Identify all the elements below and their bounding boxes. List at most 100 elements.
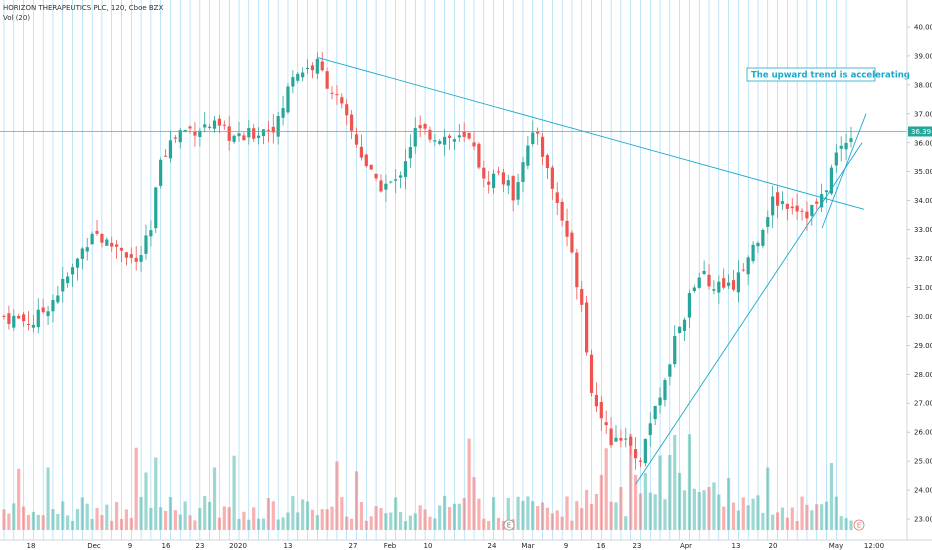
candle-body [658,397,662,406]
candle-body [560,201,564,221]
candle-body [536,131,540,134]
candle-body [614,437,618,442]
volume-bar [310,509,315,530]
candle-body [119,247,124,251]
volume-bar [482,518,486,530]
candle-body [85,247,89,252]
candle-body [408,147,412,159]
volume-bar [119,518,124,530]
volume-bar [687,434,692,530]
volume-bar [75,509,80,530]
candle-body [227,126,231,141]
volume-bar [438,505,442,530]
volume-bar [751,498,755,530]
volume-bar [550,513,554,530]
x-tick-label: 23 [633,542,642,550]
volume-bar [46,467,50,530]
volume-bar [712,482,716,530]
annotation[interactable]: The upward trend is accelerating [746,67,910,82]
earnings-marker[interactable]: E [503,519,515,531]
candle-body [247,128,251,138]
candle-body [824,190,829,193]
candle-body [741,269,745,271]
y-tick-label: 32.00 [914,255,932,263]
candle-body [286,86,290,113]
candle-body [36,309,40,328]
candle-body [550,167,554,189]
candle-body [496,171,501,173]
volume-bar [609,501,613,530]
volume-bar [80,497,84,530]
volume-bar [501,521,505,530]
candle-body [638,460,643,462]
candle-body [115,244,119,247]
x-tick-label: 16 [597,542,606,550]
accelerating-trendline [821,113,867,229]
candle-body [604,422,608,426]
candle-body [443,136,447,145]
candle-body [501,172,505,185]
candle-body [643,438,647,464]
candle-body [482,167,486,179]
candle-body [12,315,16,328]
volume-bar [159,507,163,530]
volume-bar [100,515,104,530]
volume-bar [805,504,809,530]
candle-body [26,324,31,326]
volume-bar [168,497,173,530]
candle-body [149,230,153,237]
x-tick-label: 10 [424,542,433,550]
candle-body [648,423,652,436]
earnings-marker-circle [503,519,515,531]
candle-body [545,155,550,169]
candle-body [208,126,212,128]
symbol-title: HORIZON THERAPEUTICS PLC, 120, Cboe BZX [3,4,164,12]
volume-bar [301,499,305,530]
volume-bar [208,501,212,530]
volume-bar [815,504,819,530]
candle-body [609,428,613,446]
volume-bar [21,506,26,530]
volume-bar [266,497,270,530]
candle-body [575,252,579,288]
candle-body [90,233,94,245]
candle-body [266,129,270,131]
earnings-marker[interactable]: E [853,519,865,531]
volume-bar [154,457,158,530]
volume-bar [717,494,721,530]
volume-bar [217,517,222,530]
candle-body [506,180,510,186]
candle-body [271,126,275,133]
volume-bar [761,512,765,530]
x-tick-label: Apr [680,542,692,550]
candle-body [305,67,310,70]
candle-body [139,255,143,262]
volume-bar [134,447,138,530]
trendlines: The upward trend is accelerating [0,56,910,485]
candle-body [668,364,672,377]
volume-bar [555,510,559,530]
candle-body [51,300,55,312]
volume-bar [85,503,89,530]
candle-body [183,130,187,132]
candle-body [56,295,60,303]
volume-bar [775,512,780,530]
candle-body [394,179,398,181]
candle-body [75,258,80,268]
candle-body [80,248,84,259]
volume-bar [428,516,432,530]
volume-bar [149,507,153,530]
y-tick-label: 29.00 [914,342,932,350]
candle-body [834,152,838,166]
volume-bar [261,518,266,530]
candle-body [491,173,496,189]
volume-bar [638,493,643,530]
candle-body [330,92,334,94]
candle-body [570,232,574,253]
x-tick-label: 9 [128,542,132,550]
volume-bar [296,512,300,530]
volume-bar [41,515,45,530]
